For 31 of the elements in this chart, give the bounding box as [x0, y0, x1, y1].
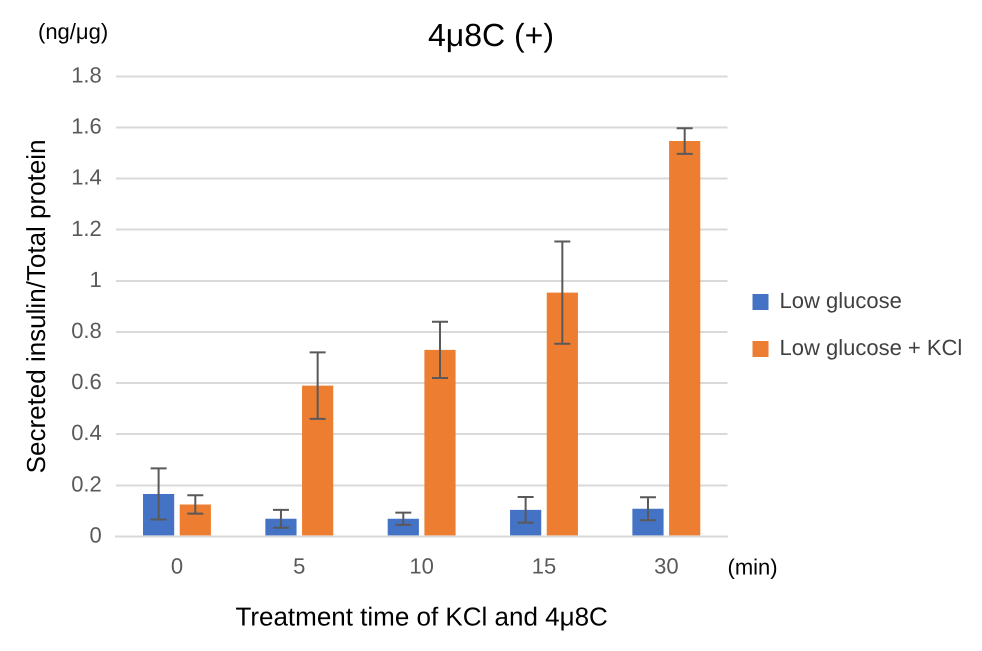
- bar: [632, 508, 664, 536]
- y-tick-label: 0.4: [71, 420, 102, 446]
- y-axis-title: Secreted insulin/Total protein: [20, 139, 51, 474]
- x-axis-title: Treatment time of KCl and 4μ8C: [235, 602, 608, 632]
- x-tick-label: 15: [532, 554, 556, 579]
- y-tick-label: 1: [90, 266, 102, 292]
- x-tick-label: 10: [409, 554, 434, 579]
- bar: [669, 141, 700, 536]
- x-tick-label: 5: [293, 554, 306, 579]
- bar: [424, 350, 456, 536]
- bar: [388, 518, 419, 536]
- y-tick-label: 1.8: [71, 62, 102, 88]
- chart-title: 4μ8C (+): [428, 17, 554, 54]
- bar: [510, 510, 542, 536]
- y-tick-label: 1.4: [71, 164, 102, 190]
- text: (ng/μg): [38, 19, 108, 44]
- legend-label: Low glucose + KCl: [780, 335, 962, 360]
- text: (min): [728, 554, 778, 580]
- bar: [143, 494, 174, 536]
- y-tick-label: 0.8: [71, 318, 102, 344]
- bar: [302, 386, 334, 536]
- y-tick-label: 0.6: [71, 369, 102, 394]
- y-tick-label: 0.2: [71, 471, 102, 496]
- x-tick-label: 30: [654, 554, 679, 579]
- bar: [180, 504, 211, 536]
- y-tick-label: 0: [90, 522, 102, 548]
- x-tick-label: 0: [170, 554, 184, 579]
- legend-label: Low glucose: [780, 288, 902, 314]
- bar: [546, 292, 578, 536]
- y-tick-label: 1.2: [71, 216, 102, 241]
- y-tick-label: 1.6: [71, 114, 102, 139]
